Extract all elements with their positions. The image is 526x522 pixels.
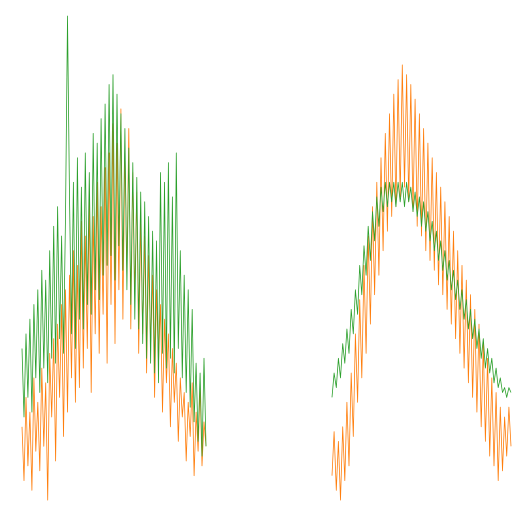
right-series-2-line <box>331 181 512 398</box>
panel-left <box>21 15 207 501</box>
panel-right <box>331 64 512 501</box>
right-series-1-line <box>331 64 512 501</box>
left-series-1-line <box>21 108 207 501</box>
left-series-2-line <box>21 15 207 457</box>
